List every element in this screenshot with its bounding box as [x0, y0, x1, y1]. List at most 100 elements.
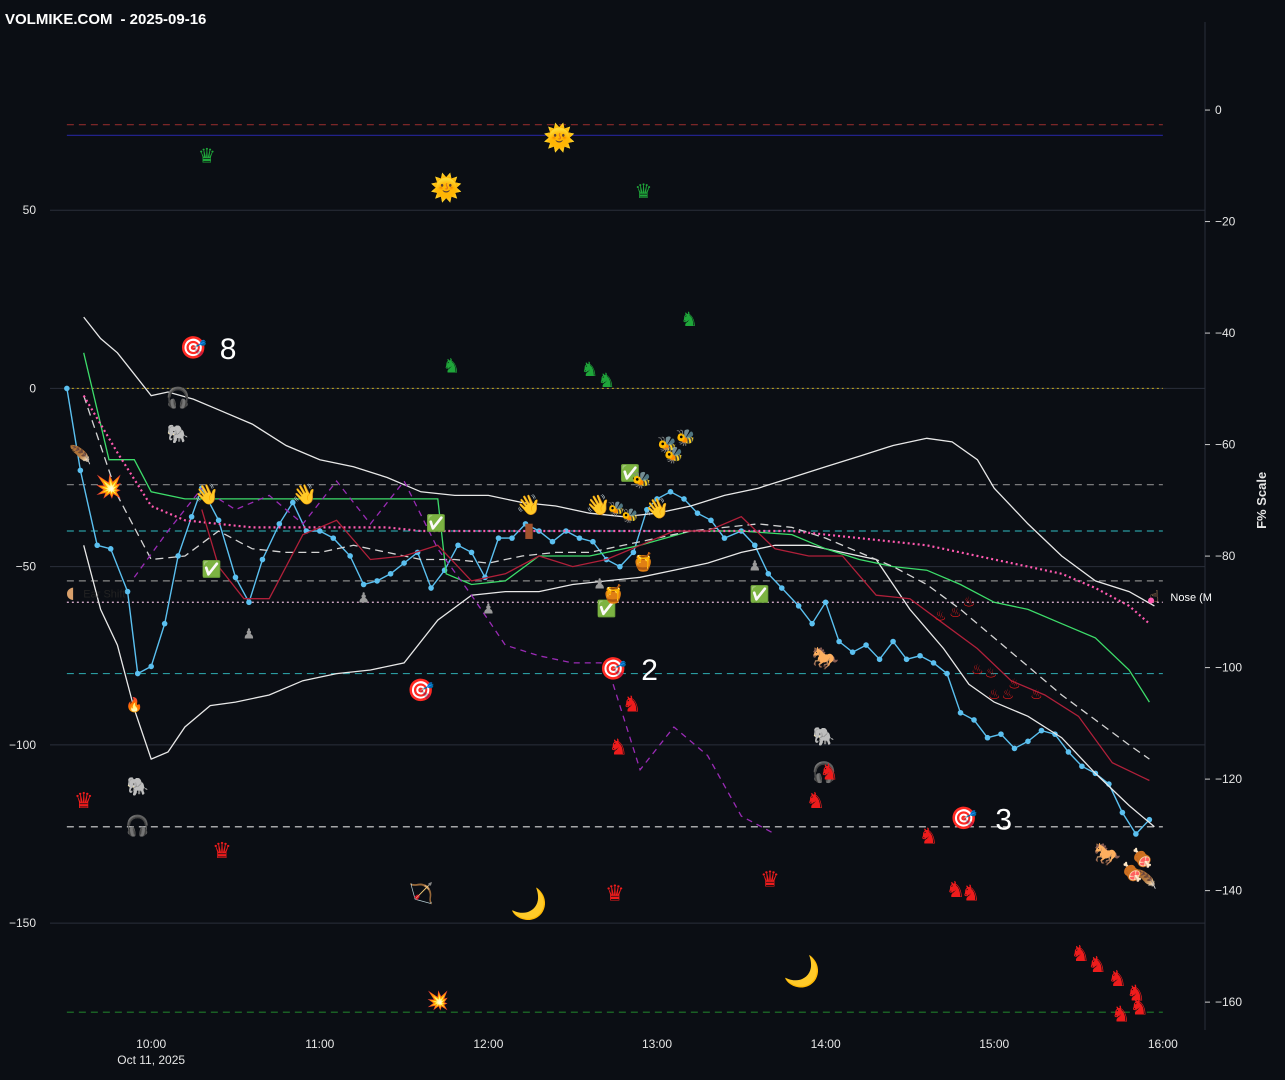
series-point [495, 535, 502, 541]
series-point [563, 528, 569, 534]
series-point [849, 649, 856, 655]
series-point [522, 521, 529, 527]
headphones-icon: 🎧 [125, 813, 150, 837]
crown-icon: ♛ [605, 882, 625, 907]
series-point [1079, 763, 1085, 770]
waving-hand-icon: 👋 [586, 493, 611, 517]
crown-icon: ♛ [198, 143, 216, 167]
series-point [188, 513, 195, 520]
horse-icon: 🐎 [1094, 841, 1121, 867]
elephant-icon: 🐘 [167, 424, 189, 445]
end-point-marker [1148, 597, 1155, 604]
crown-icon: ♛ [212, 839, 232, 864]
pawn-icon: ♟ [482, 601, 495, 617]
series-point [401, 560, 407, 566]
red-knight-icon: ♞ [1129, 996, 1149, 1021]
pawn-icon: ♟ [593, 576, 606, 592]
site-title: VOLMIKE.COM - 2025-09-16 [5, 11, 206, 28]
honey-icon: 🍯 [632, 551, 654, 573]
bee-icon: 🐝 [664, 446, 684, 465]
series-point [347, 553, 353, 559]
series-point [576, 535, 583, 541]
y-right-tick-label: −40 [1215, 326, 1236, 340]
target-icon: 🎯 [599, 656, 626, 682]
check-icon: ✅ [202, 560, 222, 579]
red-knight-icon: ♞ [1111, 1003, 1131, 1028]
series-point [1011, 745, 1018, 752]
y-right-tick-label: −160 [1215, 995, 1242, 1009]
series-point [984, 734, 991, 741]
series-point [667, 488, 674, 495]
series-point [890, 638, 896, 645]
series-point [1065, 749, 1072, 755]
series-point [1133, 831, 1139, 837]
series-point [721, 535, 728, 541]
y-right-tick-label: −20 [1215, 215, 1236, 229]
bee-icon: 🐝 [657, 435, 677, 454]
check-icon: ✅ [596, 599, 616, 618]
bee-icon: 🐝 [608, 501, 625, 518]
red-knight-icon: ♞ [622, 693, 642, 718]
series-point [94, 542, 101, 549]
axes: 10:00 11:00 12:00 13:00 14:00 15:00 16:00 Oct 1… [9, 103, 1269, 1067]
nose-icon: ☝ [1150, 586, 1160, 605]
red-knight-icon: ♞ [946, 878, 966, 903]
elephant-icon: 🐘 [813, 727, 835, 748]
y-right-tick-label: −100 [1215, 661, 1242, 675]
honey-icon: 🍯 [602, 583, 624, 605]
ear-icon: ◖ [66, 583, 74, 602]
knight-icon: ♞ [442, 354, 460, 378]
feather-icon: 🪶 [1135, 868, 1157, 890]
target-count-label: 3 [995, 804, 1012, 837]
series-point [917, 652, 923, 659]
series-point [455, 542, 461, 549]
series-point [708, 517, 714, 524]
series-point [590, 538, 596, 545]
red-knight-icon: ♞ [961, 882, 981, 907]
series-point [752, 542, 758, 549]
check-icon: ✅ [620, 463, 640, 482]
fire-icon: 🔥 [126, 697, 143, 714]
y-left-tick-label: 50 [23, 203, 37, 217]
series-line-7 [133, 479, 776, 835]
annotation-label: Nose (M [1170, 592, 1212, 604]
target-icon: 🎯 [950, 806, 977, 832]
bow-icon: 🏹 [408, 881, 433, 905]
x-date-label: Oct 11, 2025 [117, 1053, 185, 1067]
series-point [259, 556, 266, 563]
series-point [944, 670, 950, 677]
waving-hand-icon: 👋 [292, 482, 317, 506]
explosion-icon: 💥 [427, 989, 449, 1011]
hot-springs-icon: ♨ [963, 594, 976, 610]
series-point [64, 385, 70, 392]
waving-hand-icon: 👋 [516, 493, 541, 517]
series-point [374, 578, 380, 584]
series-point [77, 467, 84, 474]
series-point [175, 553, 181, 559]
series-point [876, 656, 883, 663]
red-knight-icon: ♞ [1070, 942, 1090, 967]
series-line-5 [82, 395, 1151, 625]
series-point [215, 517, 222, 524]
x-tick-label: 14:00 [811, 1037, 841, 1051]
series-point [644, 506, 650, 513]
crown-icon: ♛ [74, 789, 94, 814]
series-point [509, 535, 515, 541]
series-point [836, 638, 842, 645]
series-line-6 [201, 509, 1150, 782]
meat-icon: 🍖 [1121, 861, 1143, 884]
pawn-icon: ♟ [243, 626, 256, 642]
bee-icon: 🐝 [632, 471, 652, 490]
y-left-tick-label: 0 [29, 381, 36, 395]
series-point [654, 496, 660, 502]
site-name: VOLMIKE.COM [5, 11, 113, 28]
knight-icon: ♞ [581, 357, 599, 381]
x-tick-label: 16:00 [1148, 1037, 1178, 1051]
series-point [681, 496, 687, 502]
horse-icon: 🐎 [812, 645, 839, 671]
series-point [778, 585, 785, 591]
series-point [795, 603, 802, 609]
series-point [1119, 809, 1126, 816]
bee-icon: 🐝 [621, 508, 638, 525]
